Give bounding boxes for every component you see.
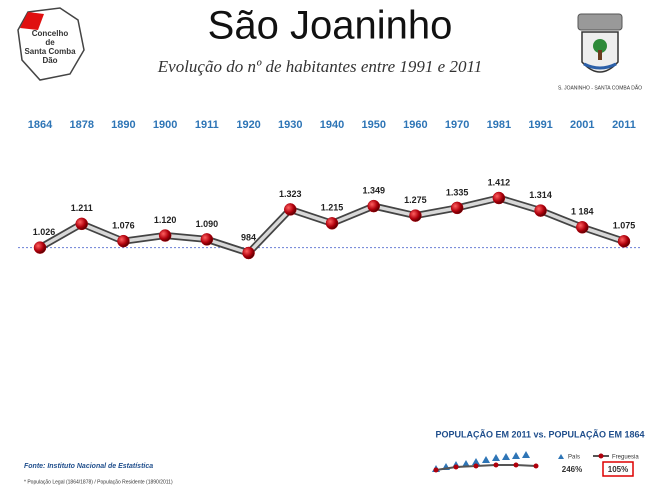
x-tick-label: 1864: [28, 119, 53, 131]
x-tick-label: 1970: [445, 119, 469, 131]
data-label: 1.090: [196, 219, 219, 229]
data-label: 1.211: [71, 203, 93, 213]
parish-pct: 105%: [608, 465, 628, 474]
x-tick-label: 1960: [403, 119, 427, 131]
data-label: 1 184: [571, 207, 594, 217]
point: [33, 241, 47, 254]
x-tick-label: 1930: [278, 119, 302, 131]
x-tick-label: 1950: [361, 119, 385, 131]
point: [242, 246, 255, 260]
country-pct: 246%: [562, 465, 582, 474]
data-label: 1.075: [613, 221, 636, 231]
point: [158, 229, 172, 242]
logo-text: de: [45, 38, 55, 47]
x-tick-label: 1890: [111, 119, 135, 131]
logo-text: Dão: [42, 56, 57, 65]
source: Fonte: Instituto Nacional de Estatística: [24, 463, 153, 470]
legend-label: Freguesia: [612, 455, 639, 461]
x-tick-label: 2011: [612, 119, 636, 131]
point: [617, 235, 631, 248]
x-tick-label: 1981: [487, 119, 511, 131]
data-label: 1.026: [33, 227, 56, 237]
logo-text: Santa Comba: [24, 47, 76, 56]
inset-title: POPULAÇÃO EM 2011 vs. POPULAÇÃO EM 1864: [435, 429, 644, 439]
data-label: 1.314: [529, 190, 552, 200]
x-tick-label: 1900: [153, 119, 177, 131]
data-label: 1.076: [112, 221, 135, 231]
chart-title: São Joaninho: [208, 4, 453, 48]
crest-text: S. JOANINHO - SANTA COMBA DÃO: [558, 84, 642, 91]
data-label: 1.275: [404, 195, 427, 205]
point: [325, 217, 339, 230]
data-label: 1.120: [154, 215, 177, 225]
data-label: 1.412: [488, 177, 511, 187]
point: [117, 234, 130, 248]
x-tick-label: 1878: [69, 119, 93, 131]
data-label: 1.215: [321, 203, 344, 213]
logo-text: Concelho: [32, 29, 69, 38]
data-label: 1.349: [362, 185, 385, 195]
inset-icon: [432, 451, 609, 473]
highlight-box: [602, 461, 634, 477]
legend-label: País: [568, 455, 580, 461]
point: [492, 191, 506, 205]
point: [75, 217, 88, 231]
x-tick-label: 1991: [528, 119, 552, 131]
point: [534, 204, 547, 217]
point: [450, 201, 464, 215]
x-tick-label: 1920: [236, 119, 260, 131]
x-tick-label: 1911: [195, 119, 219, 131]
crest: S. JOANINHO - SANTA COMBA DÃO: [558, 13, 642, 91]
data-label: 1.335: [446, 187, 469, 197]
data-label: 984: [241, 232, 256, 242]
data-label: 1.323: [279, 189, 302, 199]
point: [367, 199, 380, 213]
point: [409, 209, 422, 222]
note: * População Legal (1864/1878) / Populaçã…: [24, 479, 173, 485]
x-tick-label: 2001: [570, 119, 594, 131]
point: [284, 203, 297, 216]
chart-subtitle: Evolução do nº de habitantes entre 1991 …: [157, 57, 482, 76]
point: [200, 233, 214, 246]
logo: Concelho de Santa Comba Dão: [17, 7, 85, 81]
x-tick-label: 1940: [320, 119, 344, 131]
point: [576, 221, 589, 234]
